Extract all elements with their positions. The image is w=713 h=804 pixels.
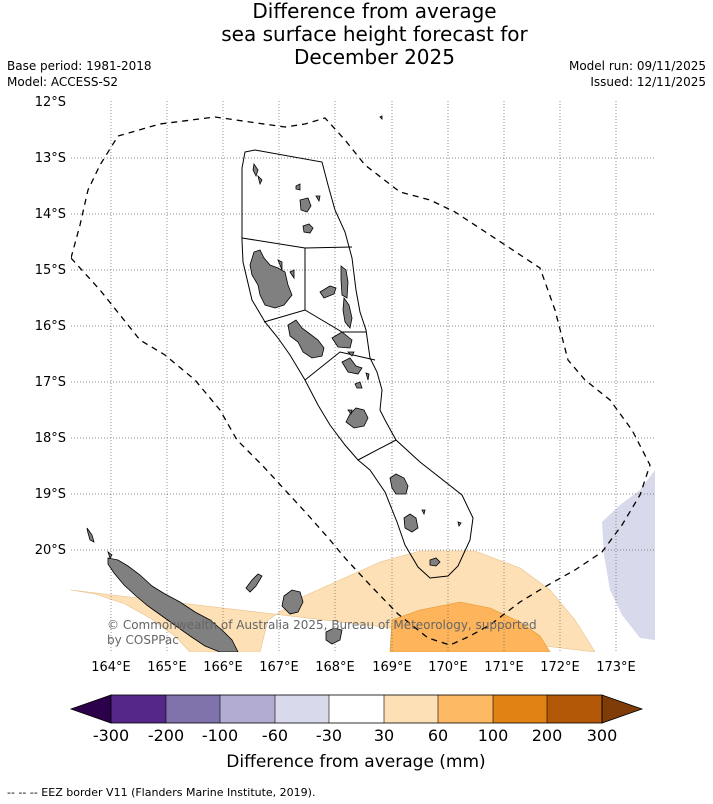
colorbar-tick-label: 300 bbox=[587, 726, 618, 745]
title-line-3: December 2025 bbox=[294, 45, 455, 69]
lat-label-14s: 14°S bbox=[35, 207, 66, 222]
lon-label-167e: 167°E bbox=[259, 660, 299, 675]
colorbar-tick-label: -100 bbox=[202, 726, 238, 745]
province-boundaries bbox=[241, 149, 474, 579]
latitude-labels: 12°S 13°S 14°S 15°S 16°S 17°S 18°S 19°S … bbox=[35, 95, 66, 558]
lon-label-168e: 168°E bbox=[315, 660, 355, 675]
lat-label-19s: 19°S bbox=[35, 487, 66, 502]
lat-label-15s: 15°S bbox=[35, 263, 66, 278]
positive-anomaly-medium bbox=[389, 601, 551, 652]
colorbar-segment bbox=[384, 695, 438, 723]
grande-terre-island bbox=[107, 557, 239, 652]
lon-label-169e: 169°E bbox=[372, 660, 412, 675]
copyright-line-1: © Commonwealth of Australia 2025, Bureau… bbox=[107, 618, 537, 632]
lat-label-13s: 13°S bbox=[35, 151, 66, 166]
lon-label-172e: 172°E bbox=[540, 660, 580, 675]
lon-label-171e: 171°E bbox=[484, 660, 524, 675]
longitude-labels: 164°E 165°E 166°E 167°E 168°E 169°E 170°… bbox=[91, 660, 636, 675]
tanna-island bbox=[403, 513, 419, 533]
lon-label-166e: 166°E bbox=[203, 660, 243, 675]
map-background bbox=[71, 101, 655, 652]
meta-left: Base period: 1981-2018 Model: ACCESS-S2 bbox=[7, 58, 152, 90]
colorbar-segment bbox=[275, 695, 329, 723]
colorbar-tick-label: -300 bbox=[93, 726, 129, 745]
title-line-1: Difference from average bbox=[252, 0, 497, 23]
copyright-line-2: by COSPPac bbox=[107, 633, 179, 647]
colorbar-segment bbox=[111, 695, 166, 723]
colorbar-segment bbox=[547, 695, 602, 723]
colorbar-tick-label: 60 bbox=[428, 726, 448, 745]
lon-label-170e: 170°E bbox=[428, 660, 468, 675]
map-figure: © Commonwealth of Australia 2025, Bureau… bbox=[35, 95, 655, 772]
eez-footnote: -- -- -- EEZ border V11 (Flanders Marine… bbox=[7, 786, 316, 799]
eez-border bbox=[71, 116, 651, 646]
colorbar-extend-high bbox=[601, 694, 644, 724]
colorbar-title: Difference from average (mm) bbox=[226, 752, 485, 772]
colorbar-tick-label: 100 bbox=[478, 726, 509, 745]
lon-label-173e: 173°E bbox=[596, 660, 636, 675]
erromango-island bbox=[389, 473, 409, 495]
lat-label-12s: 12°S bbox=[35, 95, 66, 110]
colorbar-segment bbox=[220, 695, 275, 723]
colorbar-tick-label: 200 bbox=[532, 726, 563, 745]
title-line-2: sea surface height forecast for bbox=[221, 22, 528, 46]
negative-anomaly-light bbox=[602, 470, 655, 640]
colorbar-tick-label: 30 bbox=[374, 726, 394, 745]
colorbar-segment bbox=[493, 695, 547, 723]
colorbar-segment bbox=[329, 695, 384, 723]
model-name: Model: ACCESS-S2 bbox=[7, 75, 119, 89]
lat-label-17s: 17°S bbox=[35, 375, 66, 390]
colorbar-tick-label: -30 bbox=[316, 726, 342, 745]
map-title: Difference from average sea surface heig… bbox=[0, 0, 713, 69]
colorbar-segment bbox=[166, 695, 220, 723]
malekula-island bbox=[287, 319, 325, 359]
lat-label-16s: 16°S bbox=[35, 319, 66, 334]
islands bbox=[86, 115, 462, 652]
issued-date: Issued: 12/11/2025 bbox=[590, 75, 706, 89]
colorbar-extend-low bbox=[69, 694, 112, 724]
espiritu-santo-island bbox=[249, 249, 293, 309]
colorbar: -300 -200 -100 -60 -30 30 60 100 200 300… bbox=[69, 694, 644, 772]
base-period: Base period: 1981-2018 bbox=[7, 59, 152, 73]
model-run: Model run: 09/11/2025 bbox=[568, 59, 706, 73]
lat-label-20s: 20°S bbox=[35, 543, 66, 558]
meta-right: Model run: 09/11/2025 Issued: 12/11/2025 bbox=[569, 58, 706, 90]
map-content: © Commonwealth of Australia 2025, Bureau… bbox=[71, 101, 655, 652]
colorbar-tick-label: -200 bbox=[148, 726, 184, 745]
colorbar-segment bbox=[438, 695, 493, 723]
lat-label-18s: 18°S bbox=[35, 431, 66, 446]
lon-label-164e: 164°E bbox=[91, 660, 131, 675]
colorbar-tick-label: -60 bbox=[262, 726, 288, 745]
lon-label-165e: 165°E bbox=[147, 660, 187, 675]
